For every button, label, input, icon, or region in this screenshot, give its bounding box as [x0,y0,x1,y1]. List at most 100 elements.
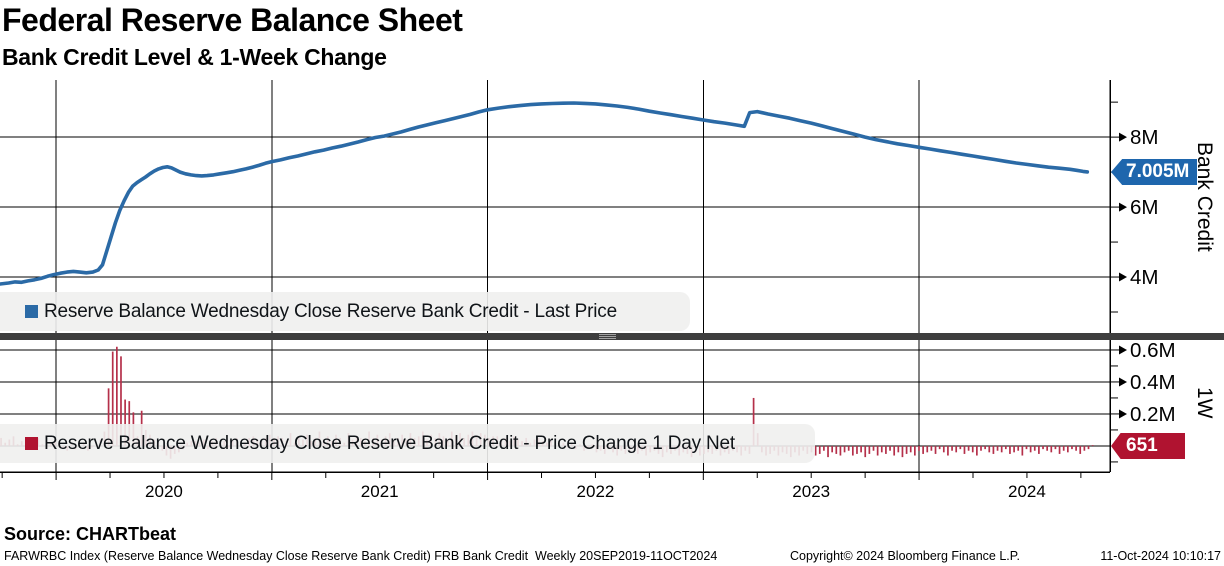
change-bar [851,445,854,456]
page-subtitle: Bank Credit Level & 1-Week Change [2,44,387,70]
legend-price-change-label: Reserve Balance Wednesday Close Reserve … [44,432,735,454]
x-tick-label: 2020 [145,482,183,501]
change-bar [847,445,850,451]
change-bar [818,445,821,454]
change-bar [868,445,871,454]
change-bar [889,445,891,451]
source-label: Source: CHARTbeat [4,524,177,544]
change-bar [922,445,924,454]
bank-credit-line [0,101,1090,286]
change-bar [959,445,962,450]
change-bar [827,445,829,458]
change-bar [831,445,834,453]
change-bar [876,445,879,456]
change-bar [897,445,900,453]
timestamp: 11-Oct-2024 10:10:17 [1100,549,1221,563]
tick-arrow-icon [1119,409,1127,419]
change-bar [938,445,941,450]
change-bar [120,356,122,446]
change-bar [814,445,817,456]
change-bar [1029,445,1032,453]
copyright-notice: Copyright© 2024 Bloomberg Finance L.P. [790,549,1020,563]
change-bar [1087,445,1090,450]
y-tick-label: 0.6M [1130,339,1176,362]
change-bar [992,445,995,454]
change-bar [1091,445,1094,446]
change-bar [1079,445,1082,454]
change-bar [1004,445,1007,450]
tick-arrow-icon [1119,345,1127,355]
change-bar [1000,445,1003,453]
change-bar [980,445,982,451]
net-change-badge: 651 [1111,433,1185,459]
change-bar [839,445,842,456]
change-bar [111,351,114,446]
change-bar [1046,445,1049,451]
change-bar [885,445,887,454]
grid-lines [0,80,1110,472]
change-bar [752,397,755,446]
y-tick-label: 8M [1130,126,1158,149]
last-price-badge: 7.005M [1111,159,1197,185]
change-bar [930,445,933,451]
change-bar [835,445,838,454]
footer-meta: FARWRBC Index (Reserve Balance Wednesday… [0,549,1224,565]
change-bar [1038,445,1040,454]
axis-label-bank-credit: Bank Credit [1193,142,1216,252]
change-bar [116,346,118,446]
panel-splitter[interactable] [0,333,1224,340]
change-bar [914,445,916,456]
change-bar [843,445,846,453]
change-bar [1033,445,1036,451]
y-tick-label: 0.2M [1130,403,1176,426]
ticker-description: FARWRBC Index (Reserve Balance Wednesday… [4,549,718,563]
change-bar [872,445,875,451]
change-bar [1013,445,1015,453]
change-bar [864,445,867,458]
x-tick-label: 2022 [577,482,615,501]
legend-last-price-label: Reserve Balance Wednesday Close Reserve … [44,300,617,322]
change-bar [1021,445,1024,456]
change-bar [1075,445,1077,451]
legend-price-change[interactable]: Reserve Balance Wednesday Close Reserve … [0,424,815,463]
change-bar [984,445,986,450]
change-bar [1071,445,1073,450]
change-bar [1025,445,1028,450]
x-tick-label: 2023 [792,482,830,501]
change-bar [976,445,978,456]
change-bar [963,445,966,454]
change-bar [856,445,858,454]
change-bar [942,445,945,453]
legend-marker-red-square-icon [25,437,38,450]
change-bar [967,445,970,451]
tick-arrow-icon [1119,272,1127,282]
change-bar [1042,445,1044,450]
axis-ticks-labels: 2020 2021 2022 2023 2024 8M 6M 4M 0.6M 0.4M 0.2M [1,101,1176,501]
change-bar [860,445,862,453]
change-bar [823,445,825,451]
x-tick-label: 2021 [361,482,399,501]
change-bar [918,445,920,451]
x-tick-label: 2024 [1008,482,1046,501]
splitter-grip-icon [599,334,616,339]
change-bar [128,401,131,446]
tick-arrow-icon [1119,132,1127,142]
y-tick-label: 6M [1130,196,1158,219]
change-bar [1050,445,1053,453]
change-bar [893,445,896,456]
change-bar [1017,445,1020,451]
change-bar [1058,445,1061,454]
legend-last-price[interactable]: Reserve Balance Wednesday Close Reserve … [0,292,690,331]
change-bar [1062,445,1065,451]
page-title: Federal Reserve Balance Sheet [2,2,463,38]
change-bar [955,445,958,453]
axes [0,80,1111,473]
change-bar [1066,445,1069,453]
change-bar [909,445,912,453]
tick-arrow-icon [1119,377,1127,387]
change-bar [880,445,883,453]
change-bar [951,445,953,451]
change-bar [124,399,126,446]
change-bar [901,445,904,458]
